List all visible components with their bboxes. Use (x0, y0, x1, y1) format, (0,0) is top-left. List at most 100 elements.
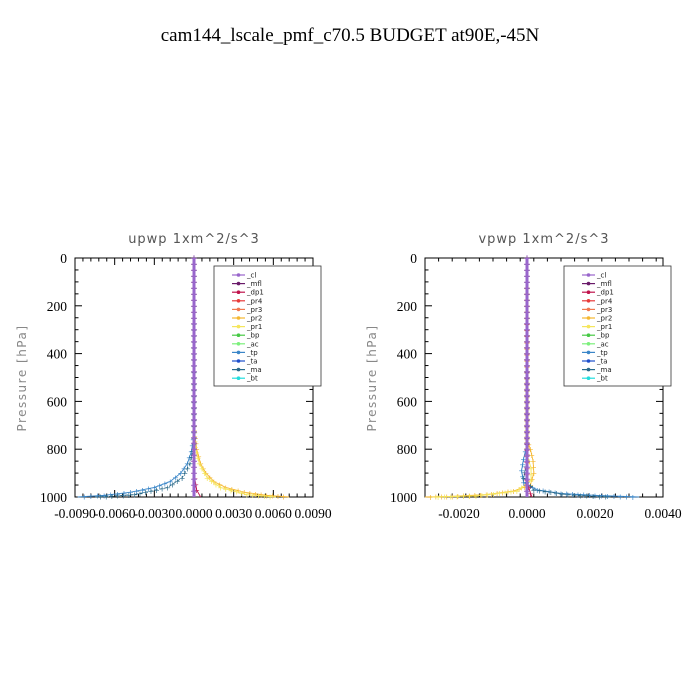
upwp-marker-tp: + (139, 486, 146, 495)
vpwp-marker-pr1: + (466, 492, 473, 501)
upwp-marker-tp: + (81, 493, 88, 502)
upwp-legend-label: _mfl (246, 280, 262, 288)
vpwp-y-tick-label: 1000 (390, 490, 417, 505)
vpwp-marker-cl: + (523, 409, 531, 419)
upwp-marker-ma: + (125, 491, 132, 500)
vpwp-marker-cl: + (523, 475, 531, 485)
upwp-marker-ma: + (174, 477, 181, 486)
upwp-marker-pr1: + (213, 480, 220, 489)
vpwp-marker-cl: + (523, 362, 531, 372)
upwp-marker-pr1: + (201, 469, 208, 478)
vpwp-legend-marker (586, 342, 591, 346)
upwp-y-tick-label: 0 (60, 251, 67, 266)
upwp-marker-cl: + (190, 320, 198, 330)
upwp-legend-label: _cl (246, 272, 256, 280)
vpwp-marker-ma: + (521, 468, 528, 477)
upwp-marker-ma: + (120, 491, 127, 500)
upwp-marker-pr2: + (195, 452, 202, 461)
upwp-marker-cl: + (190, 344, 198, 354)
upwp-panel: upwp 1xm^2/s^3 Pressure [hPa] 0 200 400 600… (15, 232, 332, 521)
upwp-x-tick-label: 0.0030 (215, 506, 252, 521)
vpwp-legend-label: _tp (596, 349, 608, 357)
vpwp-legend-label: _ac (596, 340, 609, 348)
vpwp-marker-ma: + (536, 487, 543, 496)
vpwp-marker-ma: + (590, 492, 597, 501)
upwp-marker-cl: + (190, 302, 198, 312)
upwp-marker-cl: + (190, 350, 198, 360)
upwp-marker-cl: + (190, 254, 198, 264)
upwp-marker-ma: + (188, 453, 195, 462)
vpwp-legend-label: _pr2 (596, 315, 612, 323)
upwp-marker-pr2: + (200, 464, 207, 473)
upwp-marker-pr1: + (217, 483, 224, 492)
vpwp-marker-cl: + (523, 260, 531, 270)
upwp-marker-ma: + (131, 491, 138, 500)
vpwp-marker-cl: + (523, 487, 531, 497)
upwp-marker-cl: + (190, 391, 198, 401)
upwp-marker-tp: + (127, 488, 134, 497)
vpwp-y-tick-label: 200 (397, 299, 418, 314)
upwp-series-tp (77, 258, 195, 498)
upwp-legend-label: _ac (246, 340, 259, 348)
upwp-marker-cl: + (190, 260, 198, 270)
upwp-legend-marker (236, 376, 241, 381)
upwp-marker-cl: + (190, 445, 198, 455)
vpwp-marker-cl: + (523, 290, 531, 300)
vpwp-marker-tp: + (611, 492, 618, 501)
vpwp-marker-pr1: + (528, 464, 535, 473)
upwp-marker-cl: + (190, 368, 198, 378)
upwp-marker-pr2: + (252, 490, 259, 499)
upwp-marker-pr1: + (196, 460, 203, 469)
vpwp-marker-ma: + (564, 491, 571, 500)
upwp-legend-label: _ta (246, 358, 258, 366)
vpwp-marker-pr1: + (484, 490, 491, 499)
upwp-marker-ma: + (184, 464, 191, 473)
vpwp-marker-cl: + (523, 391, 531, 401)
upwp-marker-ma: + (164, 483, 171, 492)
figure-title: cam144_lscale_pmf_c70.5 BUDGET at90E,-45… (161, 25, 540, 46)
upwp-marker-cl: + (190, 421, 198, 431)
vpwp-marker-pr1: + (508, 488, 515, 497)
upwp-marker-pr1: + (208, 477, 215, 486)
upwp-marker-tp: + (121, 489, 128, 498)
upwp-y-axis-label: Pressure [hPa] (15, 324, 29, 431)
vpwp-marker-pr1: + (441, 493, 448, 502)
upwp-marker-ma: + (159, 485, 166, 494)
upwp-y-tick-label: 800 (47, 442, 68, 457)
upwp-legend-label: _ma (246, 366, 262, 374)
upwp-marker-pr1: + (238, 489, 245, 498)
upwp-marker-cl: + (190, 362, 198, 372)
vpwp-marker-cl: + (523, 266, 531, 276)
vpwp-marker-cl: + (523, 427, 531, 437)
upwp-legend-label: _bp (246, 332, 260, 340)
vpwp-series-pr1 (431, 258, 532, 498)
upwp-marker-pr2: + (280, 493, 287, 502)
upwp-marker-tp: + (172, 473, 179, 482)
vpwp-marker-pr1: + (526, 457, 533, 466)
upwp-marker-cl: + (190, 379, 198, 389)
vpwp-marker-cl: + (523, 368, 531, 378)
vpwp-marker-pr2: + (521, 483, 528, 492)
upwp-x-tick-label: 0.0090 (294, 506, 331, 521)
upwp-marker-pr1: + (195, 454, 202, 463)
upwp-x-tick-label: 0.0060 (255, 506, 292, 521)
vpwp-marker-pr2: + (530, 469, 537, 478)
vpwp-legend-label: _pr3 (596, 306, 612, 314)
upwp-legend-marker (236, 333, 241, 338)
upwp-y-tick-label: 200 (47, 299, 68, 314)
vpwp-marker-tp: + (529, 483, 536, 492)
upwp-y-tick-label: 400 (47, 347, 68, 362)
vpwp-legend-label: _bp (596, 332, 610, 340)
vpwp-marker-pr2: + (483, 491, 490, 500)
vpwp-marker-pr1: + (447, 492, 454, 501)
upwp-marker-cl: + (190, 439, 198, 449)
vpwp-y-axis-label: Pressure [hPa] (365, 324, 379, 431)
vpwp-legend-marker (586, 367, 591, 372)
vpwp-marker-ma: + (602, 493, 609, 502)
vpwp-marker-tp: + (534, 486, 541, 495)
upwp-marker-tp: + (189, 442, 196, 451)
vpwp-legend-marker (586, 350, 591, 355)
upwp-marker-cl: + (190, 314, 198, 324)
vpwp-legend-label: _bt (596, 375, 608, 383)
